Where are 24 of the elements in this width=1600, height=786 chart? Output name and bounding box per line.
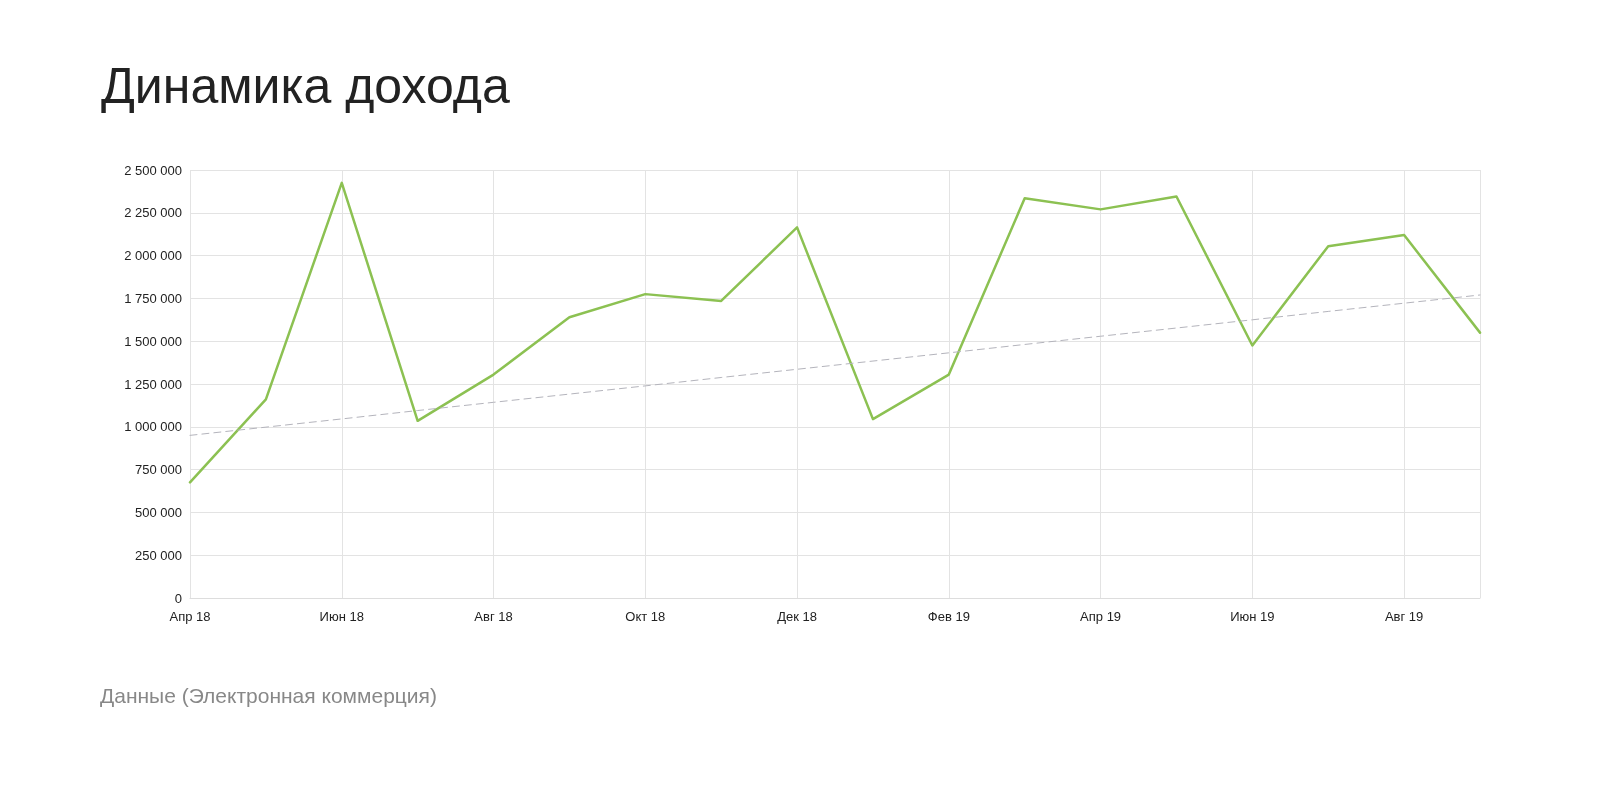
y-tick-label: 0 bbox=[174, 590, 182, 606]
x-tick-label: Апр 18 bbox=[169, 609, 211, 624]
line-series bbox=[189, 294, 1481, 436]
y-tick-label: 1 000 000 bbox=[124, 419, 182, 435]
x-tick-label: Фев 19 bbox=[927, 609, 970, 624]
y-tick-label: 1 500 000 bbox=[124, 333, 182, 349]
x-tick-label: Июн 18 bbox=[319, 609, 364, 624]
x-tick-label: Июн 19 bbox=[1230, 609, 1275, 624]
y-tick-label: 2 500 000 bbox=[124, 162, 182, 178]
y-tick-label: 1 250 000 bbox=[124, 376, 182, 392]
y-tick-label: 2 250 000 bbox=[124, 205, 182, 221]
x-tick-label: Авг 19 bbox=[1384, 609, 1424, 624]
line-series bbox=[188, 181, 1482, 484]
y-tick-label: 2 000 000 bbox=[124, 248, 182, 264]
x-tick-label: Авг 18 bbox=[474, 609, 513, 624]
y-tick-label: 250 000 bbox=[135, 547, 182, 563]
x-tick-label: Апр 19 bbox=[1080, 609, 1122, 624]
x-tick-label: Дек 18 bbox=[777, 609, 817, 624]
y-tick-label: 500 000 bbox=[135, 504, 182, 520]
text: Данные (Электронная коммерция) bbox=[100, 684, 437, 707]
y-tick-label: 1 750 000 bbox=[124, 290, 182, 306]
chart-title: Динамика дохода bbox=[101, 58, 510, 114]
y-tick-label: 750 000 bbox=[135, 462, 182, 478]
x-tick-label: Окт 18 bbox=[625, 609, 666, 624]
